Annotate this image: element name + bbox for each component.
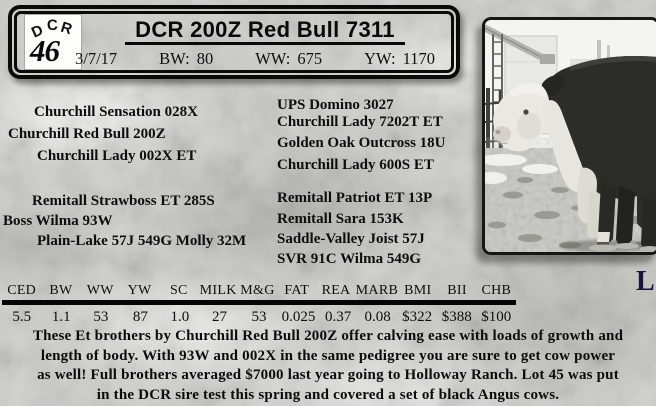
epd-header-row: CED BW WW YW SC MILK M&G FAT REA MARB BM… <box>2 283 516 299</box>
bull-cheek-shade <box>517 112 541 140</box>
pedigree-ancestor-6: Remitall Sara 153K <box>277 211 404 227</box>
header-box: D C R 46 DCR 200Z Red Bull 7311 3/7/17 B… <box>8 5 460 79</box>
epd-value-mg: 53 <box>251 309 267 325</box>
bull-rear-leg <box>641 198 656 249</box>
stat-ww-label: WW: <box>255 49 291 68</box>
epd-col-sc: SC <box>169 283 188 298</box>
epd-values-row: 5.5 1.1 53 87 1.0 27 53 0.025 0.37 0.08 … <box>2 309 516 326</box>
epd-divider <box>2 300 516 305</box>
pedigree-sire-sire: Churchill Sensation 028X <box>34 104 198 120</box>
epd-col-ced: CED <box>7 283 37 298</box>
birth-date: 3/7/17 <box>75 49 118 68</box>
epd-col-marb: MARB <box>355 283 399 298</box>
epd-col-milk: MILK <box>199 283 237 298</box>
stat-yw-label: YW: <box>364 49 396 68</box>
epd-col-yw: YW <box>127 283 152 298</box>
epd-value-marb: 0.08 <box>364 309 391 325</box>
epd-col-fat: FAT <box>284 283 310 298</box>
pedigree-dam: Boss Wilma 93W <box>3 213 113 229</box>
bull-title-text: DCR 200Z Red Bull 7311 <box>125 17 405 45</box>
stat-yw-value: 1170 <box>402 49 435 68</box>
pedigree-ancestor-4: Churchill Lady 600S ET <box>277 157 434 173</box>
pedigree-ancestor-7: Saddle-Valley Joist 57J <box>277 231 425 247</box>
epd-col-bmi: BMI <box>404 283 432 298</box>
epd-col-ww: WW <box>86 283 114 298</box>
epd-value-bmi: $322 <box>402 309 433 325</box>
epd-value-bw: 1.1 <box>51 309 71 325</box>
epd-value-ced: 5.5 <box>12 309 32 325</box>
stat-bw: BW: 80 <box>159 49 213 69</box>
bull-muzzle <box>493 126 511 142</box>
dcr-logo-letter: R <box>58 18 75 39</box>
epd-col-rea: REA <box>321 283 351 298</box>
bull-photo <box>482 17 656 255</box>
lot-badge: D C R 46 <box>24 14 82 70</box>
pedigree-sire-dam: Churchill Lady 002X ET <box>37 148 197 164</box>
epd-col-bw: BW <box>49 283 73 298</box>
epd-col-chb: CHB <box>481 283 512 298</box>
epd-value-sc: 1.0 <box>170 309 190 325</box>
pedigree-dam-sire: Remitall Strawboss ET 285S <box>32 193 215 209</box>
stat-bw-value: 80 <box>196 49 214 68</box>
pedigree-sire: Churchill Red Bull 200Z <box>8 126 166 142</box>
header-stats-row: 3/7/17 BW: 80 WW: 675 YW: 1170 <box>75 49 435 69</box>
pedigree-ancestor-3: Golden Oak Outcross 18U <box>277 135 446 151</box>
epd-col-mg: M&G <box>240 283 275 298</box>
stat-bw-label: BW: <box>159 49 190 68</box>
epd-value-yw: 87 <box>132 309 148 325</box>
epd-col-bii: BII <box>447 283 467 298</box>
lot-caption-partial: L <box>636 266 655 297</box>
epd-value-ww: 53 <box>93 309 109 325</box>
epd-value-chb: $100 <box>481 309 512 325</box>
pedigree-dam-dam: Plain-Lake 57J 549G Molly 32M <box>37 233 247 249</box>
stat-yw: YW: 1170 <box>364 49 435 69</box>
description-text: These Et brothers by Churchill Red Bull … <box>32 328 624 403</box>
pedigree-ancestor-8: SVR 91C Wilma 549G <box>277 251 422 267</box>
stat-ww: WW: 675 <box>255 49 322 69</box>
bull-title: DCR 200Z Red Bull 7311 <box>83 17 447 45</box>
epd-value-fat: 0.025 <box>281 309 316 325</box>
dcr-logo-letter: C <box>46 16 59 35</box>
header-inner: D C R 46 DCR 200Z Red Bull 7311 3/7/17 B… <box>14 11 454 73</box>
stat-ww-value: 675 <box>297 49 323 68</box>
epd-value-bii: $388 <box>441 309 472 325</box>
epd-table: CED BW WW YW SC MILK M&G FAT REA MARB BM… <box>2 283 516 326</box>
bull-nostril <box>495 130 501 134</box>
bull-photo-illustration <box>485 20 656 252</box>
pedigree-ancestor-1: UPS Domino 3027 <box>277 97 394 113</box>
pedigree-ancestor-2: Churchill Lady 7202T ET <box>277 114 443 130</box>
bull-front-leg-2 <box>616 186 635 246</box>
epd-value-rea: 0.37 <box>324 309 352 325</box>
lot-number: 46 <box>30 33 60 68</box>
epd-value-milk: 27 <box>211 309 227 325</box>
bull-eye <box>523 109 529 115</box>
pedigree-ancestor-5: Remitall Patriot ET 13P <box>277 190 433 206</box>
